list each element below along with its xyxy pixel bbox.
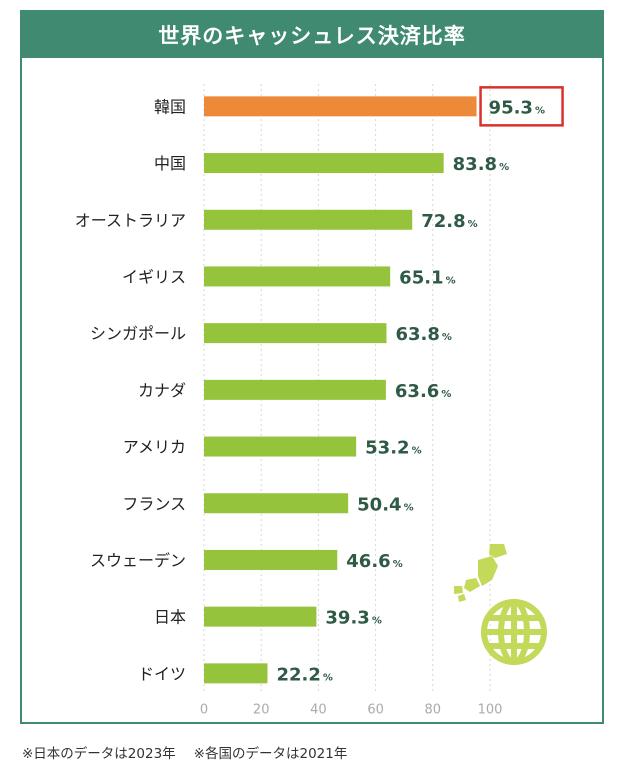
category-label-6: アメリカ: [123, 438, 186, 457]
footnotes: ※日本のデータは2023年 ※各国のデータは2021年: [22, 742, 347, 762]
footnote-japan: ※日本のデータは2023年: [22, 746, 176, 762]
x-tick-label-80: 80: [425, 703, 442, 718]
value-label-63-6: 63.6%: [395, 381, 451, 402]
chart-title: 世界のキャッシュレス決済比率: [22, 12, 602, 58]
category-label-8: スウェーデン: [90, 551, 186, 570]
globe-icon: [481, 599, 547, 665]
value-label-63-8: 63.8%: [395, 324, 451, 345]
x-tick-label-60: 60: [367, 703, 384, 718]
category-label-1: 中国: [154, 154, 186, 173]
x-tick-label-100: 100: [478, 703, 503, 718]
bar-5: [204, 379, 386, 400]
category-label-0: 韓国: [154, 97, 186, 116]
bar-7: [204, 493, 349, 514]
category-label-3: イギリス: [122, 267, 186, 286]
japan-map-icon: [454, 544, 507, 602]
bar-2: [204, 209, 413, 230]
x-tick-label-0: 0: [200, 703, 208, 718]
value-label-22-2: 22.2%: [276, 664, 332, 685]
value-label-39-3: 39.3%: [325, 608, 381, 629]
value-label-83-8: 83.8%: [453, 154, 509, 175]
bar-9: [204, 606, 317, 627]
bar-0: [204, 96, 477, 117]
x-tick-label-40: 40: [310, 703, 327, 718]
value-label-95-3: 95.3%: [489, 97, 545, 118]
category-label-4: シンガポール: [90, 324, 186, 343]
category-label-10: ドイツ: [138, 664, 186, 683]
bar-10: [204, 663, 268, 684]
category-label-9: 日本: [154, 608, 186, 627]
value-label-50-4: 50.4%: [357, 494, 413, 515]
value-label-65-1: 65.1%: [399, 267, 455, 288]
category-label-7: フランス: [122, 494, 186, 513]
category-label-2: オーストラリア: [75, 211, 186, 230]
value-label-46-6: 46.6%: [346, 551, 402, 572]
bar-8: [204, 549, 338, 570]
bar-6: [204, 436, 357, 457]
value-label-72-8: 72.8%: [421, 211, 477, 232]
category-label-5: カナダ: [138, 381, 186, 400]
value-label-53-2: 53.2%: [365, 438, 421, 459]
bar-1: [204, 153, 444, 174]
x-tick-label-20: 20: [253, 703, 270, 718]
bar-3: [204, 266, 391, 287]
bar-4: [204, 323, 387, 344]
footnote-countries: ※各国のデータは2021年: [193, 746, 348, 762]
highlight-box: [479, 86, 564, 127]
chart-frame: 世界のキャッシュレス決済比率: [20, 10, 604, 724]
